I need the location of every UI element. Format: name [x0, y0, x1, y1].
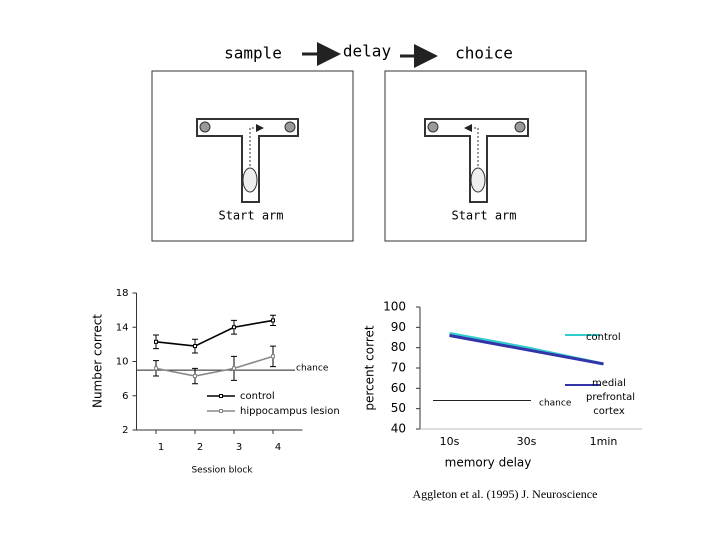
chart: 1 2 3 4 2 6 10 14 18 Session block Number correct c… — [91, 288, 340, 476]
point — [232, 325, 236, 330]
y-tick-label: 100 — [383, 300, 406, 314]
x-axis-label: memory delay — [445, 456, 532, 470]
legend-label: control — [240, 391, 275, 402]
legend-marker — [219, 409, 223, 413]
series-line — [155, 319, 274, 347]
y-tick-label: 90 — [391, 320, 406, 334]
y-tick-label: 40 — [391, 422, 406, 436]
series-line — [155, 355, 274, 377]
y-tick-label: 14 — [116, 322, 129, 333]
step-label: sample — [224, 44, 282, 63]
point — [271, 318, 275, 323]
point — [193, 374, 197, 379]
citation: Aggleton et al. (1995) J. Neuroscience — [413, 487, 598, 501]
maze-panel: Start arm — [384, 70, 587, 242]
x-tick-label: 2 — [197, 442, 203, 453]
legend-label: hippocampus lesion — [240, 406, 340, 417]
legend-label: control — [586, 332, 621, 343]
point — [154, 366, 158, 371]
y-tick-label: 2 — [122, 425, 128, 436]
y-tick-label: 18 — [116, 288, 129, 299]
diagram: sample delay choice Start arm Start arm — [151, 42, 587, 242]
step-label: delay — [343, 42, 392, 61]
y-tick-label: 80 — [391, 340, 406, 354]
start-label: Start arm — [451, 209, 516, 223]
x-tick-label: 3 — [236, 442, 242, 453]
y-tick-label: 70 — [391, 361, 406, 375]
point — [271, 354, 275, 359]
chart: 10s 30s 1min 40 50 60 70 80 90 100 memory delay per… — [363, 300, 642, 470]
x-tick-label: 1min — [590, 435, 618, 448]
legend-marker — [219, 394, 223, 398]
point — [154, 339, 158, 344]
y-axis-label: percent corret — [363, 325, 377, 410]
y-tick-label: 50 — [391, 401, 406, 415]
maze-panel: Start arm — [151, 70, 354, 242]
x-tick-label: 10s — [440, 435, 460, 448]
start-label: Start arm — [218, 209, 283, 223]
x-axis-label: Session block — [191, 466, 253, 476]
y-tick-label: 60 — [391, 381, 406, 395]
series-line — [449, 333, 604, 366]
x-tick-label: 30s — [517, 435, 537, 448]
chance-label: chance — [539, 399, 572, 409]
y-tick-label: 6 — [122, 391, 128, 402]
y-axis-label: Number correct — [91, 314, 105, 408]
point — [232, 366, 236, 371]
legend-label: medial prefrontal cortex — [586, 378, 636, 417]
y-tick-label: 10 — [116, 357, 129, 368]
x-tick-label: 4 — [275, 442, 281, 453]
x-tick-label: 1 — [158, 442, 164, 453]
legend-text: medial prefrontal cortex — [586, 378, 636, 417]
point — [193, 344, 197, 349]
step-label: choice — [455, 44, 513, 63]
chance-label: chance — [296, 364, 329, 374]
